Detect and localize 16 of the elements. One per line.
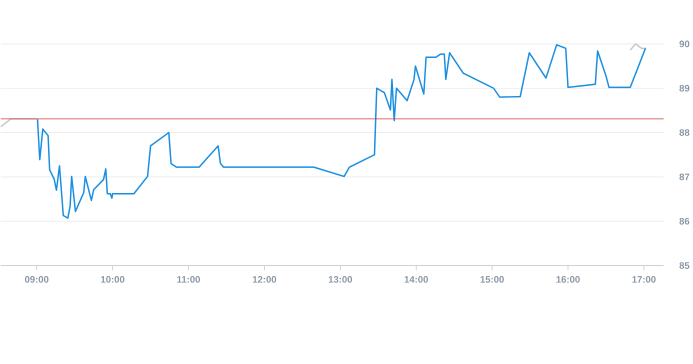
x-tick-label: 11:00 xyxy=(177,276,200,283)
y-tick-label: 87 xyxy=(679,173,690,180)
y-tick-label: 86 xyxy=(679,218,690,224)
line-series xyxy=(36,44,646,219)
y-tick-label: 85 xyxy=(679,262,690,269)
x-tick-label: 10:00 xyxy=(101,276,124,283)
x-tick-label: 09:00 xyxy=(24,276,48,283)
y-tick-label: 88 xyxy=(679,129,690,136)
y-tick-label: 90 xyxy=(679,40,690,48)
x-tick-label: 12:00 xyxy=(252,276,276,283)
x-tick-label: 15:00 xyxy=(480,276,504,283)
y-tick-label: 89 xyxy=(679,84,690,92)
x-tick-label: 14:00 xyxy=(404,276,428,283)
x-tick-label: 13:00 xyxy=(328,276,352,283)
x-tick-label: 16:00 xyxy=(556,276,580,283)
x-tick-label: 17:00 xyxy=(632,276,656,283)
